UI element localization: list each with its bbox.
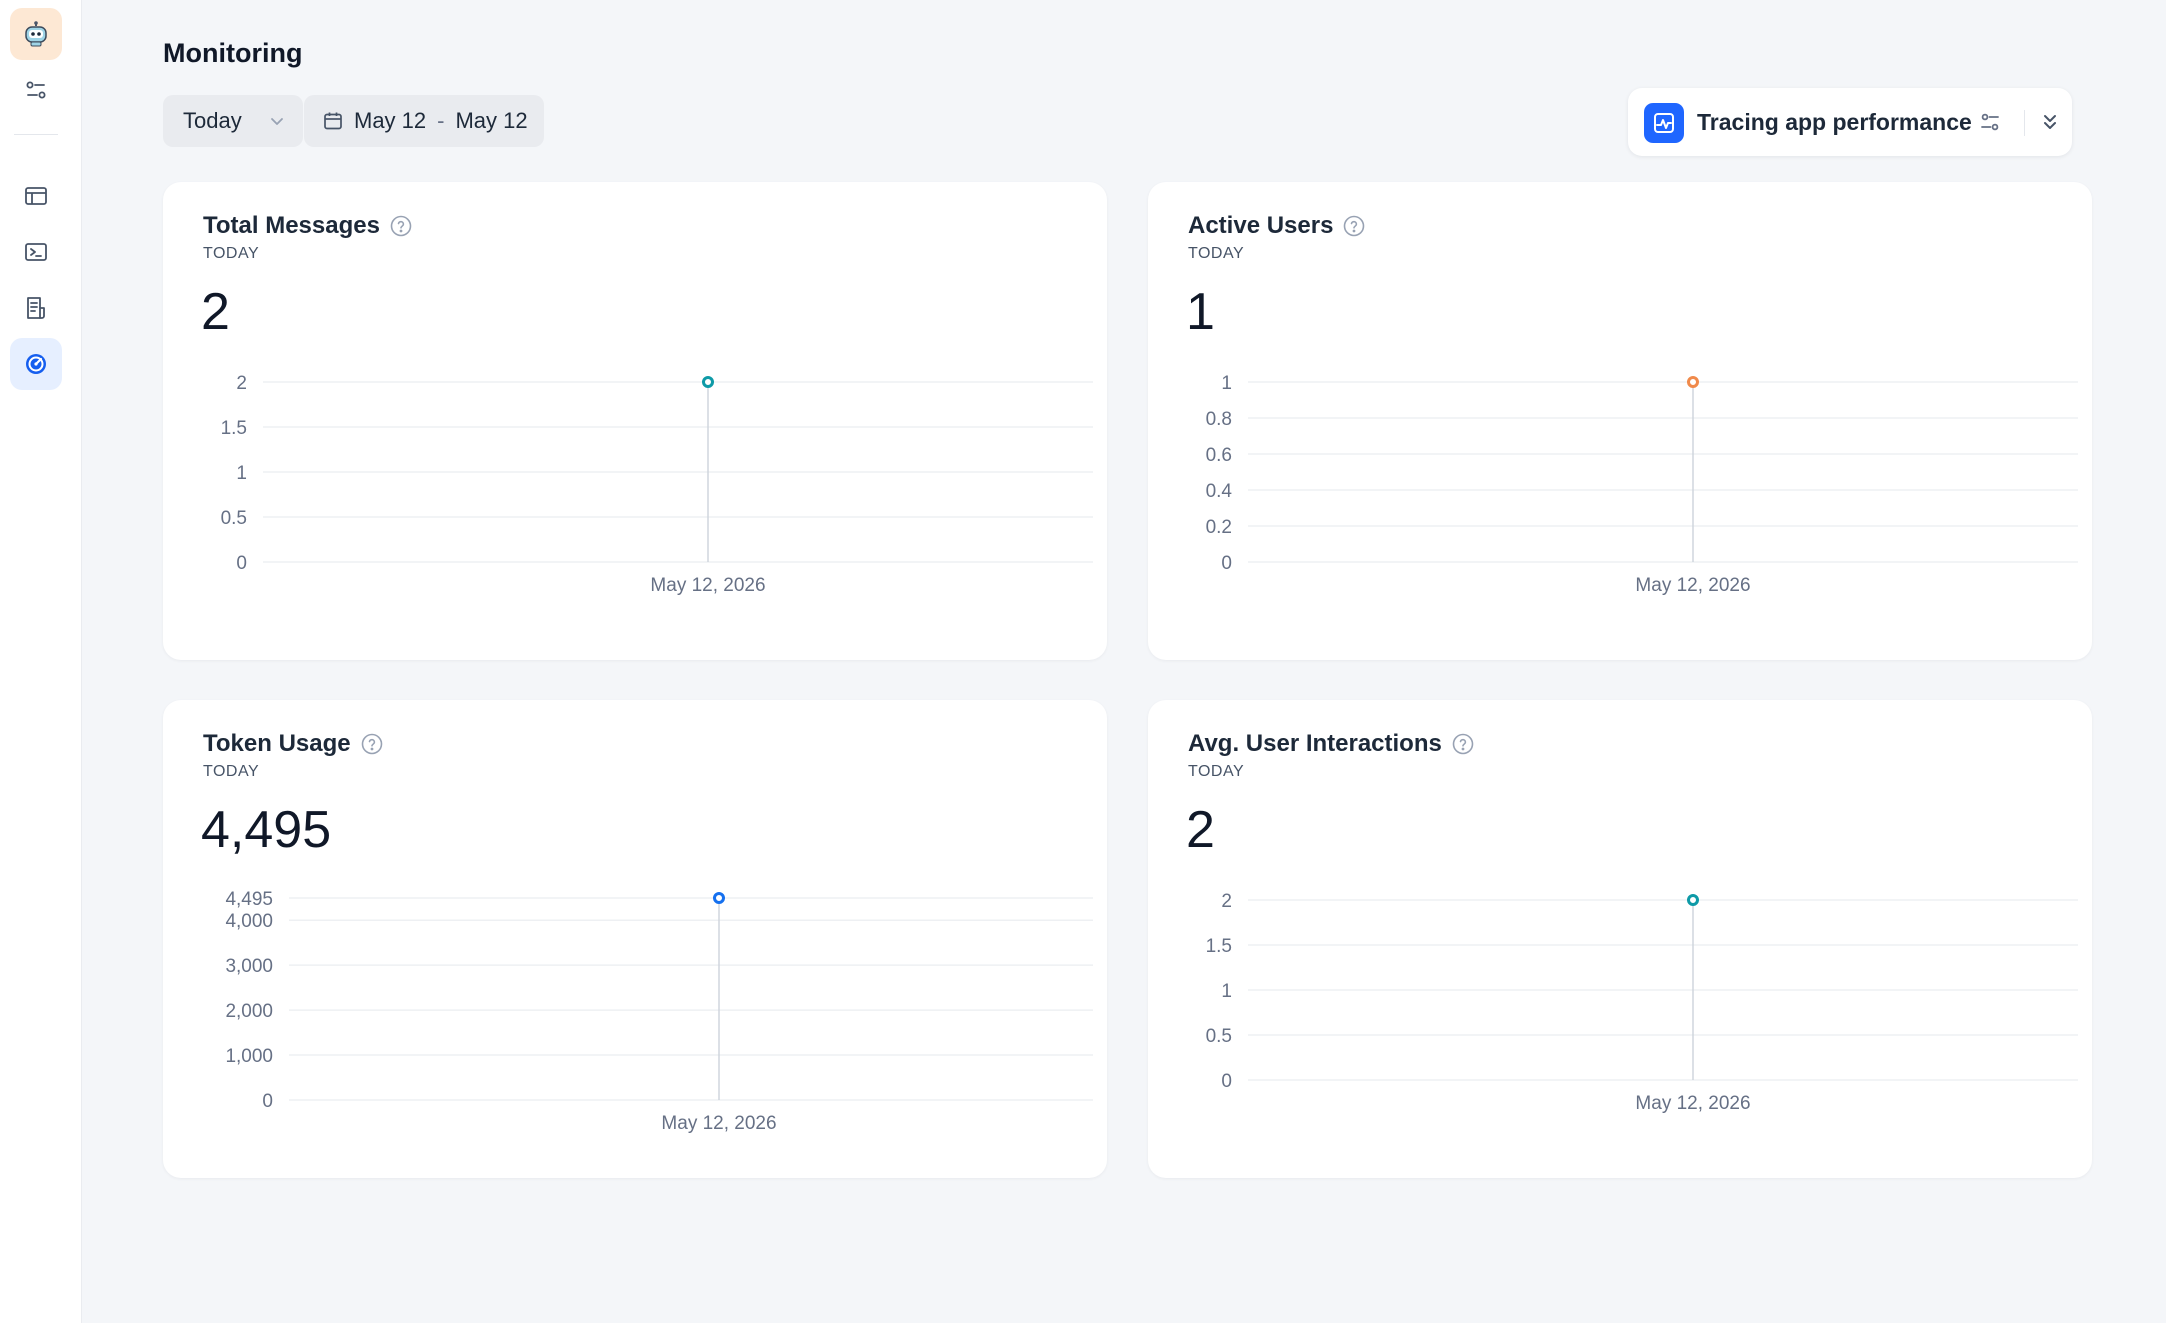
y-tick-label: 0.8 [1206, 409, 1232, 430]
help-circle-icon[interactable] [1451, 732, 1475, 756]
x-tick-label: May 12, 2026 [650, 575, 765, 596]
date-range-picker[interactable]: May 12 - May 12 [304, 95, 544, 147]
y-tick-label: 0.4 [1206, 481, 1233, 502]
sidebar-item-monitoring[interactable] [10, 338, 62, 390]
sidebar-item-orchestrate[interactable] [10, 170, 62, 222]
sidebar-item-api-access[interactable] [10, 226, 62, 278]
y-tick-label: 1 [236, 463, 247, 484]
y-tick-label: 0 [1221, 553, 1232, 574]
period-select[interactable]: Today [163, 95, 303, 147]
tracing-label: Tracing app performance [1697, 109, 1972, 135]
y-tick-label: 1 [1221, 981, 1232, 1002]
card-title-row: Total Messages [203, 212, 413, 240]
tracing-app-badge [1644, 103, 1684, 143]
tracing-pulse-icon [1654, 113, 1674, 133]
y-tick-label: 0.6 [1206, 445, 1232, 466]
y-tick-label: 1,000 [225, 1046, 273, 1067]
y-tick-label: 2 [1221, 891, 1232, 912]
x-tick-label: May 12, 2026 [1635, 575, 1750, 596]
card-title: Token Usage [203, 730, 351, 757]
sidebar [0, 0, 82, 1323]
card-title: Total Messages [203, 212, 380, 239]
y-tick-label: 4,495 [225, 889, 273, 910]
active-users-chart: 0 0.2 0.4 0.6 0.8 1 May 12, 2026 [1206, 373, 2078, 596]
chevrons-down-icon[interactable] [2038, 110, 2062, 134]
monitoring-gauge-icon [26, 354, 46, 374]
window-layout-icon [25, 187, 47, 205]
tracing-divider [2024, 110, 2025, 136]
card-value: 2 [1186, 801, 1215, 859]
avg-user-interactions-chart: 0 0.5 1 1.5 2 May 12, 2026 [1206, 891, 2078, 1114]
card-title: Avg. User Interactions [1188, 730, 1442, 757]
y-tick-label: 0 [262, 1091, 273, 1112]
date-separator: - [437, 108, 445, 133]
card-title-row: Token Usage [203, 730, 384, 758]
y-tick-label: 0.5 [221, 508, 247, 529]
y-tick-label: 2,000 [225, 1001, 273, 1022]
data-point [1687, 376, 1699, 388]
app-avatar-button[interactable] [10, 8, 62, 60]
sidebar-item-logs[interactable] [10, 282, 62, 334]
card-active-users: Active Users TODAY 1 0 0.2 0.4 0.6 0.8 1 May 1… [1148, 182, 2092, 660]
robot-app-icon [25, 21, 47, 47]
card-subtitle: TODAY [1188, 245, 1245, 262]
card-title: Active Users [1188, 212, 1334, 239]
card-subtitle: TODAY [1188, 763, 1245, 780]
tracing-panel[interactable]: Tracing app performance [1628, 88, 2072, 156]
card-value: 4,495 [201, 801, 332, 859]
x-tick-label: May 12, 2026 [661, 1113, 776, 1134]
chevron-down-icon [271, 118, 283, 125]
page-title: Monitoring [163, 38, 303, 68]
x-tick-label: May 12, 2026 [1635, 1093, 1750, 1114]
card-token-usage: Token Usage TODAY 4,495 0 1,000 2,000 3,000… [163, 700, 1107, 1178]
tracing-settings-icon[interactable] [1978, 110, 2002, 134]
y-tick-label: 0.2 [1206, 517, 1232, 538]
data-point [713, 892, 725, 904]
y-tick-label: 2 [236, 373, 247, 394]
card-value: 2 [201, 283, 230, 341]
data-point [1687, 894, 1699, 906]
card-title-row: Avg. User Interactions [1188, 730, 1475, 758]
document-list-icon [27, 297, 45, 319]
sidebar-divider [14, 134, 58, 135]
y-tick-label: 1.5 [221, 418, 247, 439]
card-avg-user-interactions: Avg. User Interactions TODAY 2 0 0.5 1 1.5 2… [1148, 700, 2092, 1178]
sidebar-settings-button[interactable] [10, 64, 62, 116]
y-tick-label: 0.5 [1206, 1026, 1232, 1047]
card-title-row: Active Users [1188, 212, 1366, 240]
help-circle-icon[interactable] [1342, 214, 1366, 238]
settings-sliders-icon [26, 81, 46, 99]
y-tick-label: 0 [236, 553, 247, 574]
y-tick-label: 0 [1221, 1071, 1232, 1092]
data-point [702, 376, 714, 388]
total-messages-chart: 0 0.5 1 1.5 2 May 12, 2026 [221, 373, 1093, 596]
help-circle-icon[interactable] [389, 214, 413, 238]
card-subtitle: TODAY [203, 245, 260, 262]
y-tick-label: 1 [1221, 373, 1232, 394]
date-start: May 12 [354, 108, 427, 133]
y-tick-label: 4,000 [225, 911, 273, 932]
card-total-messages: Total Messages TODAY 2 0 0.5 1 1.5 2 May 12, … [163, 182, 1107, 660]
main-content: Monitoring Today May 12 - May 12 Tracing… [82, 0, 2166, 1323]
calendar-icon [324, 112, 342, 130]
terminal-icon [25, 243, 47, 261]
date-end: May 12 [455, 108, 528, 133]
y-tick-label: 1.5 [1206, 936, 1232, 957]
card-value: 1 [1186, 283, 1215, 341]
y-tick-label: 3,000 [225, 956, 273, 977]
card-subtitle: TODAY [203, 763, 260, 780]
help-circle-icon[interactable] [360, 732, 384, 756]
period-select-value: Today [183, 108, 242, 133]
